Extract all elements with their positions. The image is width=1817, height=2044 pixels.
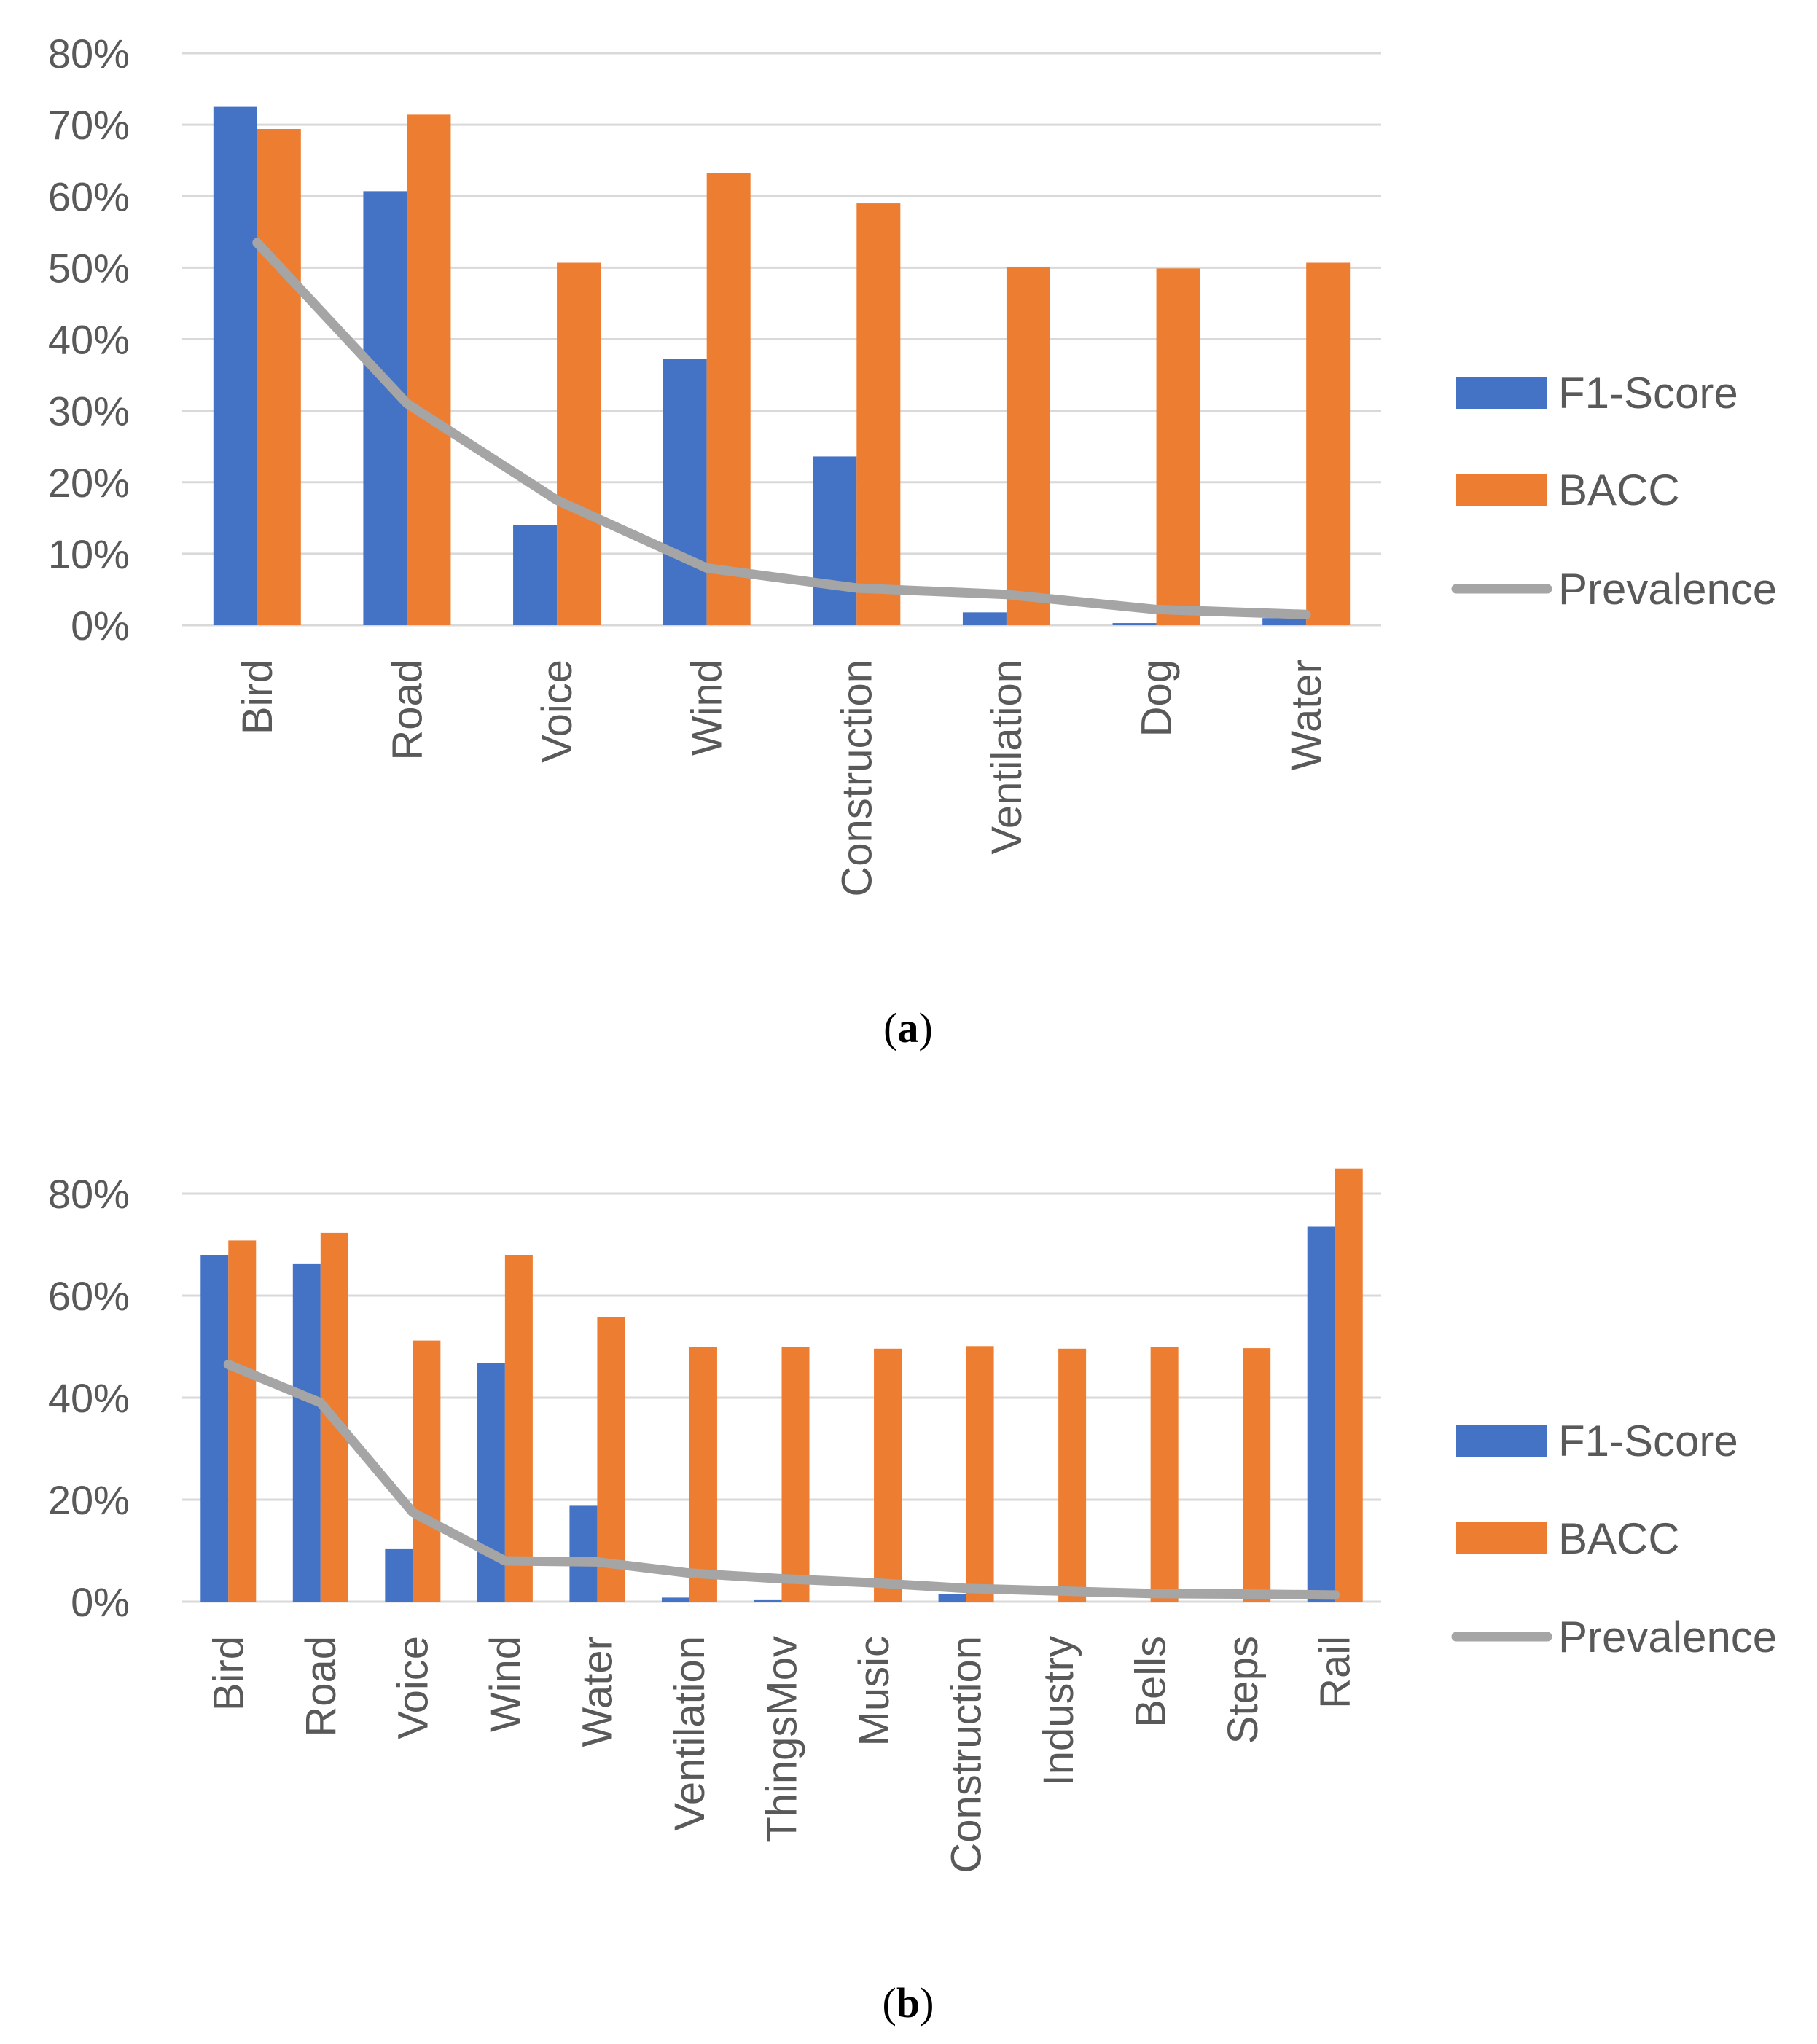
category-label-dog: Dog — [1133, 659, 1181, 737]
bar-bacc-ventilation — [1006, 267, 1050, 625]
bar-bacc-steps — [1243, 1348, 1271, 1602]
category-label-bells: Bells — [1128, 1636, 1175, 1728]
category-label-rail: Rail — [1312, 1636, 1359, 1709]
bar-f1-score-road — [363, 191, 407, 626]
bar-bacc-construction — [856, 203, 901, 625]
y-tick-label: 40% — [48, 317, 130, 363]
y-tick-label: 30% — [48, 388, 130, 434]
legend-label-prevalence: Prevalence — [1558, 565, 1777, 614]
bar-f1-score-ventilation — [962, 612, 1007, 625]
category-label-wind: Wind — [482, 1636, 529, 1732]
chart-b: 0% 20% 40% 60% 80% Bird Road Voice Wind Water Vent… — [48, 1168, 1777, 2027]
legend-swatch-f1-score — [1456, 377, 1547, 409]
bar-f1-score-rail — [1307, 1226, 1335, 1602]
bar-bacc-rail — [1335, 1168, 1363, 1602]
bar-f1-score-wind — [663, 359, 707, 625]
bar-f1-score-ventilation — [661, 1597, 689, 1602]
chart-a: 0% 10% 20% 30% 40% 50% 60% 70% 80% Bird Road Voice W… — [48, 31, 1777, 1052]
bar-f1-score-construction — [938, 1594, 966, 1602]
category-label-music: Music — [851, 1636, 898, 1746]
bar-f1-score-water — [1262, 618, 1307, 625]
category-label-bird: Bird — [234, 659, 281, 735]
y-tick-label: 60% — [48, 173, 130, 219]
y-tick-label: 20% — [48, 460, 130, 506]
line-prevalence — [252, 238, 1311, 619]
category-label-road: Road — [297, 1636, 345, 1737]
category-label-road: Road — [383, 659, 431, 761]
category-label-bird: Bird — [205, 1636, 252, 1711]
category-label-water: Water — [1283, 659, 1330, 771]
bar-bacc-thingsmov — [781, 1347, 810, 1602]
category-label-voice: Voice — [534, 659, 581, 763]
category-label-wind: Wind — [684, 659, 731, 756]
y-tick-label: 70% — [48, 102, 130, 148]
bar-bacc-wind — [706, 173, 751, 626]
category-label-steps: Steps — [1219, 1636, 1267, 1744]
bar-f1-score-construction — [813, 456, 857, 625]
category-label-water: Water — [574, 1636, 621, 1747]
bar-bacc-dog — [1156, 268, 1200, 625]
legend-label-bacc: BACC — [1558, 1514, 1680, 1563]
category-label-construction: Construction — [943, 1636, 990, 1873]
category-label-voice: Voice — [389, 1636, 437, 1739]
legend-swatch-bacc — [1456, 1522, 1547, 1554]
bar-bacc-bells — [1150, 1347, 1179, 1602]
legend-swatch-bacc — [1456, 474, 1547, 506]
legend-label-f1-score: F1-Score — [1558, 1417, 1738, 1465]
bar-bacc-industry — [1058, 1348, 1087, 1602]
line-prevalence — [223, 1360, 1340, 1600]
bar-bacc-music — [874, 1348, 902, 1602]
bar-bacc-bird — [228, 1240, 257, 1602]
y-tick-label: 10% — [48, 531, 130, 577]
figure-caption: (a) — [883, 1004, 933, 1052]
bar-f1-score-road — [292, 1263, 321, 1602]
bar-bacc-wind — [504, 1255, 533, 1602]
bar-bacc-voice — [557, 262, 601, 625]
legend-label-f1-score: F1-Score — [1558, 369, 1738, 418]
legend-swatch-f1-score — [1456, 1425, 1547, 1457]
category-label-ventilation: Ventilation — [666, 1636, 714, 1831]
category-label-construction: Construction — [833, 659, 880, 897]
category-label-industry: Industry — [1035, 1636, 1082, 1786]
bar-f1-score-voice — [513, 525, 558, 625]
y-tick-label: 0% — [71, 603, 130, 649]
legend-label-prevalence: Prevalence — [1558, 1613, 1777, 1661]
y-tick-label: 40% — [48, 1375, 130, 1421]
bar-bacc-construction — [966, 1346, 994, 1602]
y-tick-label: 0% — [71, 1579, 130, 1625]
y-tick-label: 20% — [48, 1477, 130, 1523]
figure-caption: (b) — [883, 1979, 934, 2027]
category-label-ventilation: Ventilation — [983, 659, 1031, 855]
bar-bacc-ventilation — [689, 1347, 717, 1602]
bar-f1-score-thingsmov — [754, 1599, 782, 1602]
bar-bacc-road — [407, 114, 451, 625]
bar-f1-score-dog — [1112, 623, 1157, 625]
y-tick-label: 60% — [48, 1273, 130, 1319]
category-label-thingsmov: ThingsMov — [759, 1636, 806, 1843]
bar-f1-score-voice — [385, 1548, 413, 1602]
legend-label-bacc: BACC — [1558, 466, 1680, 514]
bar-bacc-voice — [413, 1340, 441, 1602]
bar-f1-score-wind — [477, 1363, 505, 1602]
bar-f1-score-water — [569, 1505, 598, 1602]
bar-f1-score-bird — [213, 106, 257, 625]
bar-f1-score-bird — [200, 1255, 229, 1602]
y-tick-label: 80% — [48, 1171, 130, 1217]
y-tick-label: 80% — [48, 31, 130, 77]
bar-bacc-water — [1306, 262, 1351, 625]
bar-bacc-water — [597, 1317, 625, 1602]
bar-bacc-bird — [257, 129, 301, 625]
y-tick-label: 50% — [48, 245, 130, 291]
